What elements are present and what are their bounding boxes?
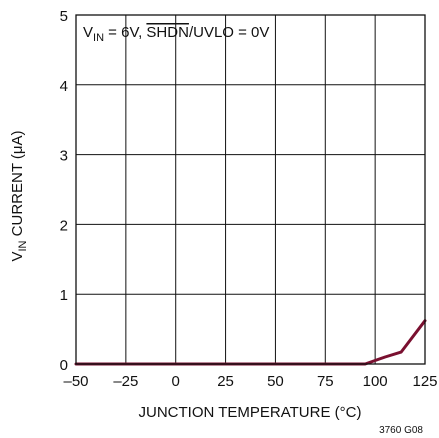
y-axis-title-main: V	[9, 252, 26, 262]
tick-labels: –50 –25 0 25 50 75 100 125 0 1 2 3 4 5	[60, 8, 438, 390]
annotation-sub: IN	[93, 32, 104, 44]
x-tick-label: 0	[172, 373, 180, 390]
y-tick-label: 2	[60, 217, 68, 234]
grid	[76, 15, 425, 364]
x-tick-label: –50	[63, 373, 88, 390]
y-tick-label: 5	[60, 8, 68, 25]
y-tick-label: 3	[60, 148, 68, 165]
annotation-overline: SHDN	[146, 24, 189, 41]
figure-code: 3760 G08	[379, 425, 423, 436]
annotation-mid: = 6V,	[104, 24, 146, 41]
y-axis-title: VIN CURRENT (μA)	[9, 130, 29, 261]
x-tick-label: 25	[217, 373, 234, 390]
x-tick-label: 125	[412, 373, 437, 390]
y-axis-title-rest: CURRENT (μA)	[9, 130, 26, 240]
y-tick-label: 4	[60, 78, 68, 95]
plot-frame	[75, 14, 426, 365]
annotation-v: V	[83, 24, 93, 41]
y-tick-label: 1	[60, 287, 68, 304]
y-tick-label: 0	[60, 357, 68, 374]
annotation-rest: /UVLO = 0V	[189, 24, 269, 41]
series-line	[74, 319, 427, 366]
x-axis-title: JUNCTION TEMPERATURE (°C)	[139, 404, 362, 421]
x-tick-label: 50	[267, 373, 284, 390]
condition-annotation: VIN = 6V, SHDN/UVLO = 0V	[83, 24, 269, 44]
x-tick-label: 75	[317, 373, 334, 390]
series-layer	[74, 319, 427, 366]
x-tick-label: –25	[113, 373, 138, 390]
x-tick-label: 100	[363, 373, 388, 390]
y-axis-title-sub: IN	[17, 240, 29, 251]
